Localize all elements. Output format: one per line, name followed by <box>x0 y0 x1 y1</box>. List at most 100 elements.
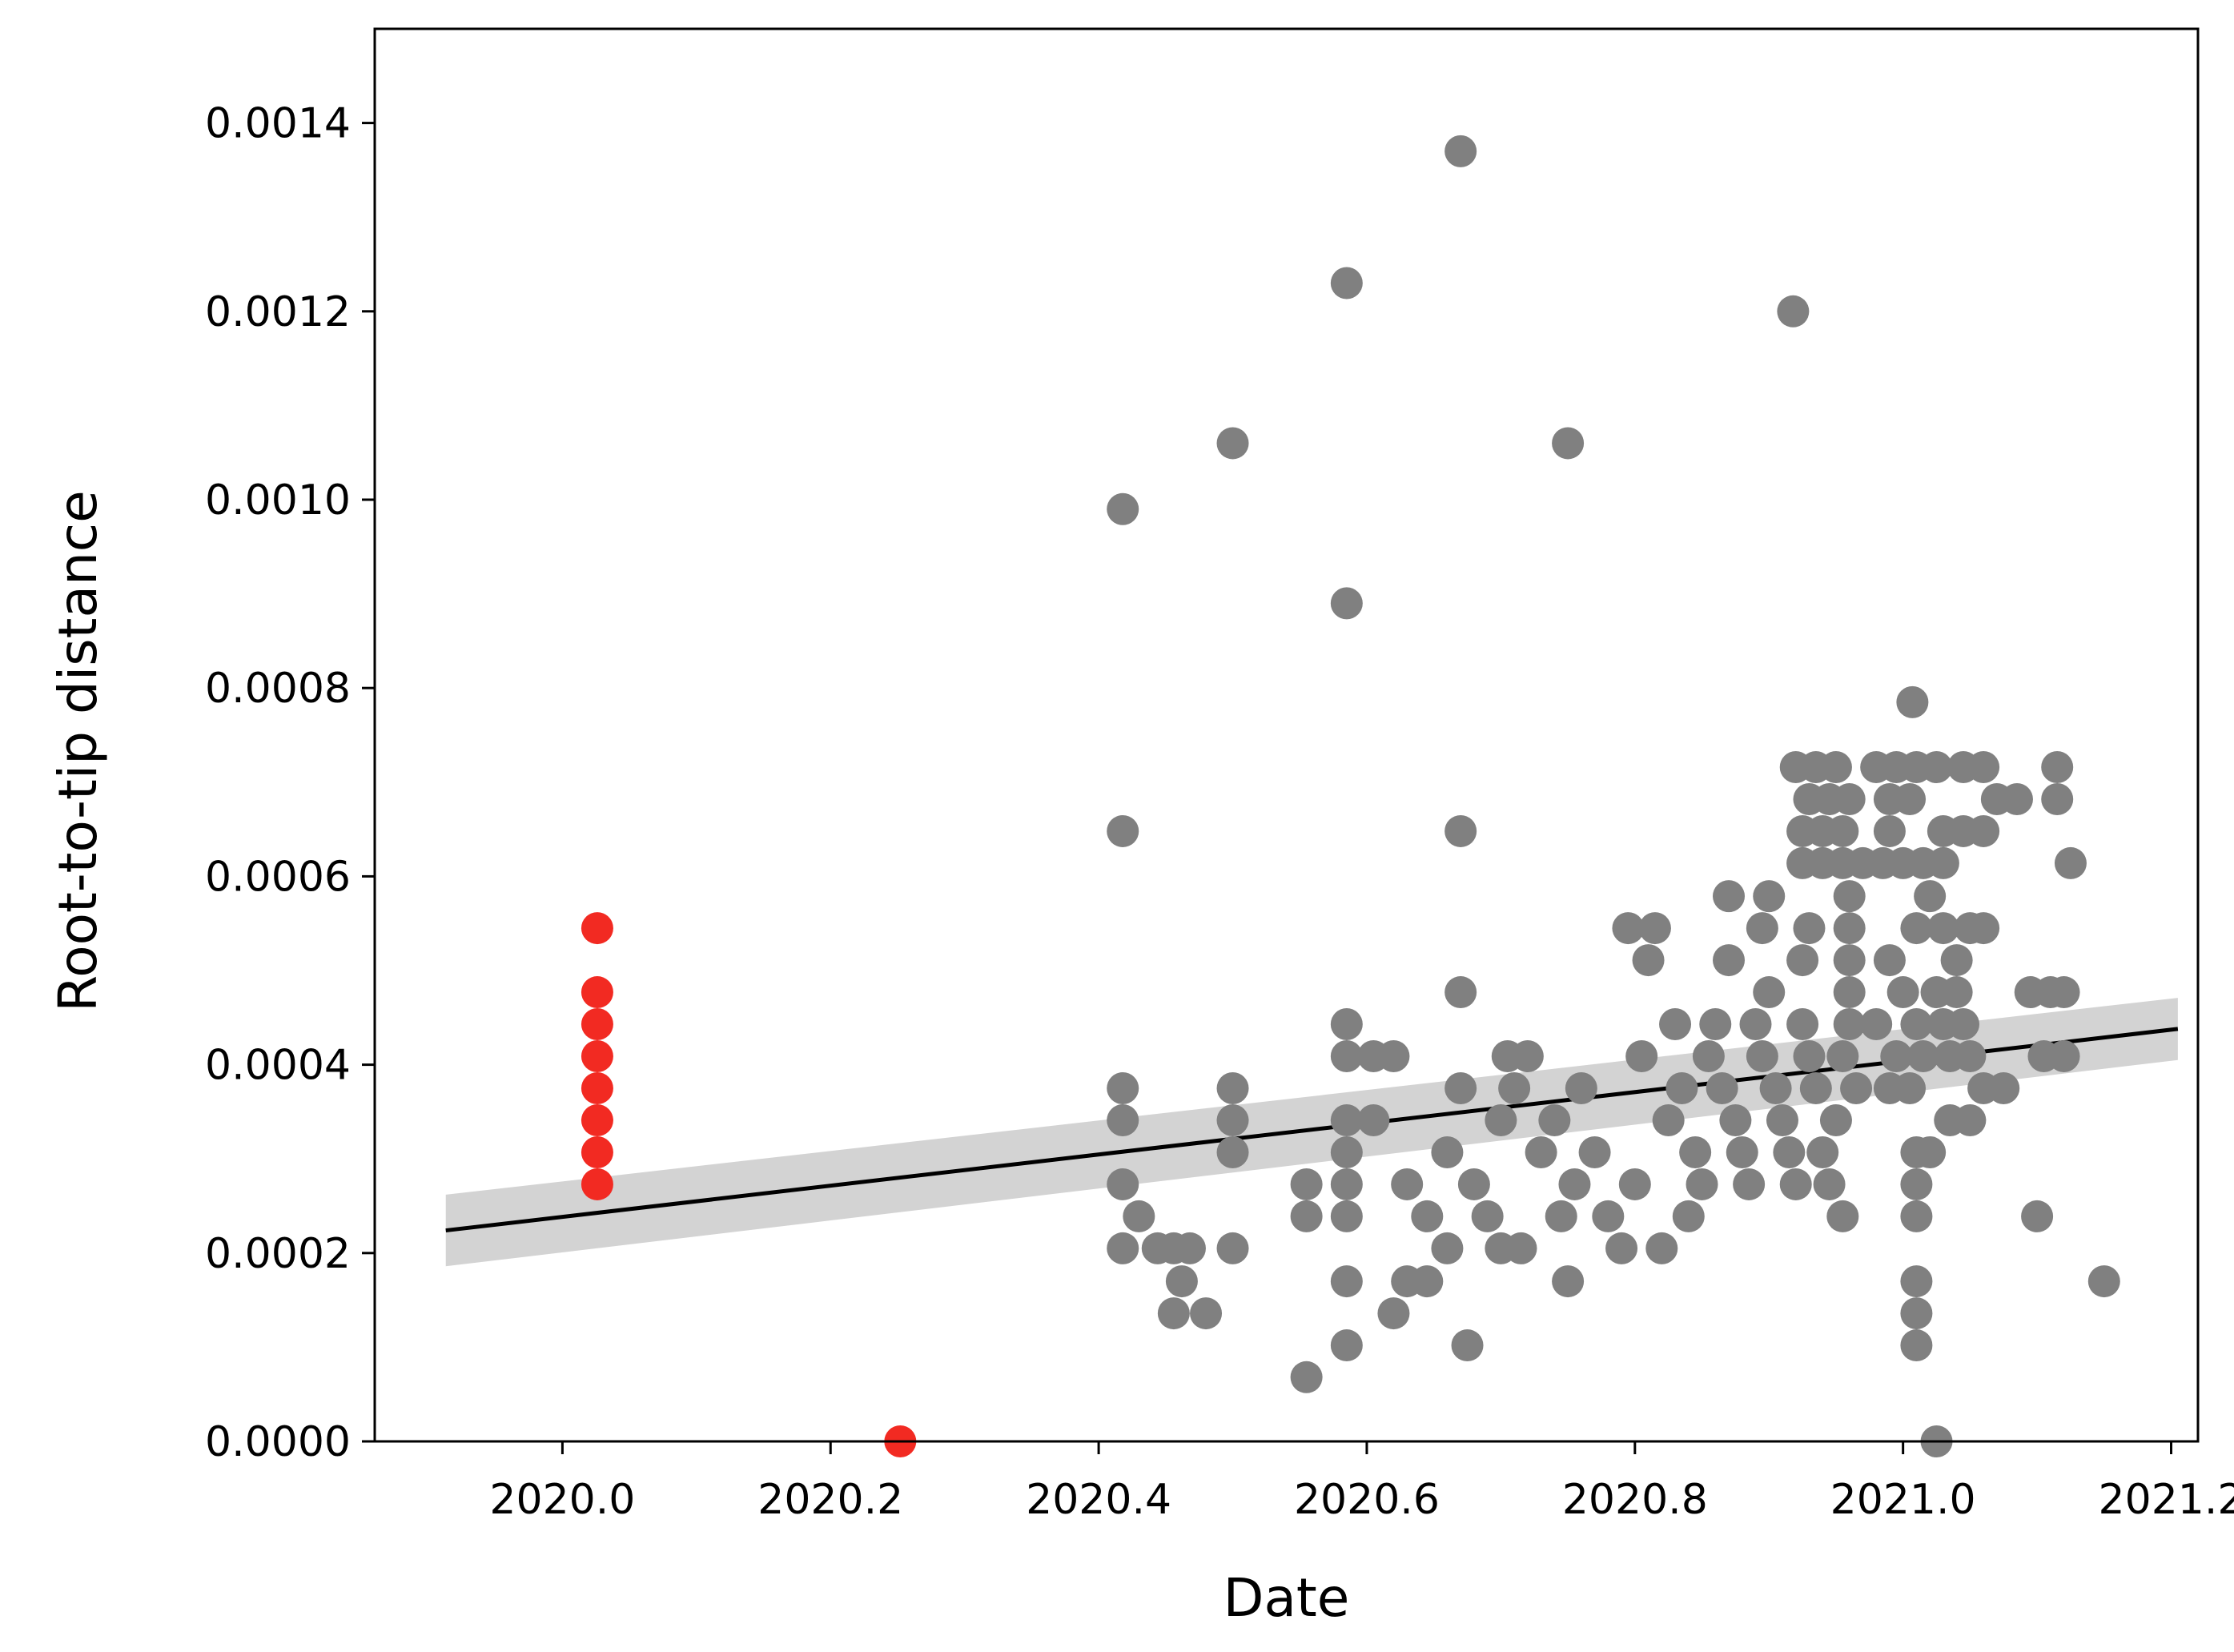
x-tick-label: 2020.6 <box>1294 1476 1440 1524</box>
data-point <box>1826 1200 1859 1232</box>
data-point <box>1190 1297 1223 1330</box>
data-point <box>1907 1040 1939 1073</box>
data-point <box>1216 1232 1249 1264</box>
data-point <box>1107 492 1139 525</box>
data-point <box>1330 1040 1363 1073</box>
data-point <box>1377 1297 1410 1330</box>
data-point <box>1444 1072 1477 1104</box>
data-point <box>1759 1072 1792 1104</box>
data-point <box>1330 1008 1363 1041</box>
data-point <box>1873 814 1906 847</box>
data-point <box>1471 1200 1504 1232</box>
data-point <box>1773 1135 1806 1168</box>
data-point <box>1107 1232 1139 1264</box>
data-point <box>1165 1265 1198 1298</box>
data-point <box>581 1135 613 1168</box>
data-point <box>1786 1008 1819 1041</box>
y-tick-label: 0.0012 <box>205 288 351 336</box>
data-point <box>1216 1072 1249 1104</box>
data-point <box>1625 1040 1658 1073</box>
data-point <box>1679 1135 1712 1168</box>
data-point <box>1107 814 1139 847</box>
data-point <box>1457 1168 1490 1200</box>
data-point <box>2000 782 2033 815</box>
data-point <box>1947 1008 1980 1041</box>
data-point <box>1706 1072 1738 1104</box>
data-point <box>1330 587 1363 620</box>
data-point <box>1927 912 1959 945</box>
data-point <box>1900 1008 1933 1041</box>
data-point <box>581 1072 613 1104</box>
y-axis-title: Root-to-tip distance <box>47 490 109 1011</box>
data-point <box>1813 1168 1846 1200</box>
data-point <box>1431 1232 1464 1264</box>
data-point <box>2054 846 2087 879</box>
data-point <box>1173 1232 1206 1264</box>
y-tick-label: 0.0006 <box>205 853 351 901</box>
data-point <box>1786 944 1819 977</box>
y-tick-label: 0.0014 <box>205 100 351 148</box>
data-point <box>1967 912 2000 945</box>
data-point <box>1216 427 1249 460</box>
data-point <box>1746 912 1778 945</box>
data-point <box>1860 1008 1893 1041</box>
data-point <box>1330 1200 1363 1232</box>
data-point <box>1444 976 1477 1009</box>
data-point <box>1826 1040 1859 1073</box>
data-point <box>1330 1168 1363 1200</box>
x-tick-label: 2020.8 <box>1562 1476 1708 1524</box>
data-point <box>1900 1200 1933 1232</box>
data-point <box>1216 1135 1249 1168</box>
data-point <box>1713 880 1746 913</box>
data-point <box>1431 1135 1464 1168</box>
data-point <box>2041 750 2074 783</box>
data-point <box>1806 1135 1839 1168</box>
data-point <box>581 1040 613 1073</box>
x-tick-label: 2021.0 <box>1830 1476 1976 1524</box>
data-point <box>1833 912 1866 945</box>
confidence-band-layer <box>445 998 2178 1267</box>
data-point <box>1967 750 2000 783</box>
x-tick-label: 2021.2 <box>2099 1476 2234 1524</box>
x-axis-ticks: 2020.0 2020.2 2020.4 2020.6 2020.8 2021.0 2021… <box>489 1441 2234 1524</box>
data-point <box>1411 1200 1444 1232</box>
data-point <box>1552 427 1585 460</box>
data-point <box>1826 814 1859 847</box>
data-point <box>1592 1200 1625 1232</box>
data-point <box>1157 1297 1190 1330</box>
plot-frame <box>373 27 2200 1443</box>
data-point <box>1645 1232 1678 1264</box>
data-point <box>1833 976 1866 1009</box>
data-point <box>1954 1103 1987 1136</box>
data-point <box>1753 976 1786 1009</box>
data-point <box>1377 1040 1410 1073</box>
data-point <box>1793 1040 1826 1073</box>
data-point <box>1967 814 2000 847</box>
data-point <box>1692 1040 1725 1073</box>
data-point <box>1290 1168 1323 1200</box>
data-point <box>1900 912 1933 945</box>
data-point <box>2021 1200 2054 1232</box>
data-point <box>2047 1040 2080 1073</box>
data-point <box>1565 1072 1597 1104</box>
data-point <box>1733 1168 1766 1200</box>
data-point <box>1123 1200 1155 1232</box>
data-point <box>1618 1168 1651 1200</box>
y-tick-label: 0.0002 <box>205 1230 351 1278</box>
data-point <box>1330 267 1363 299</box>
data-point <box>1290 1200 1323 1232</box>
data-point <box>1940 976 1973 1009</box>
data-point <box>1779 1168 1812 1200</box>
data-point <box>1920 750 1953 783</box>
data-point <box>1511 1040 1544 1073</box>
y-tick-label: 0.0008 <box>205 665 351 713</box>
data-point <box>1900 1297 1933 1330</box>
data-point <box>1552 1265 1585 1298</box>
x-axis-title: Date <box>1223 1567 1350 1629</box>
data-point <box>1753 880 1786 913</box>
data-point <box>1719 1103 1752 1136</box>
data-point <box>1833 880 1866 913</box>
data-point <box>1954 1040 1987 1073</box>
data-point <box>2087 1265 2120 1298</box>
